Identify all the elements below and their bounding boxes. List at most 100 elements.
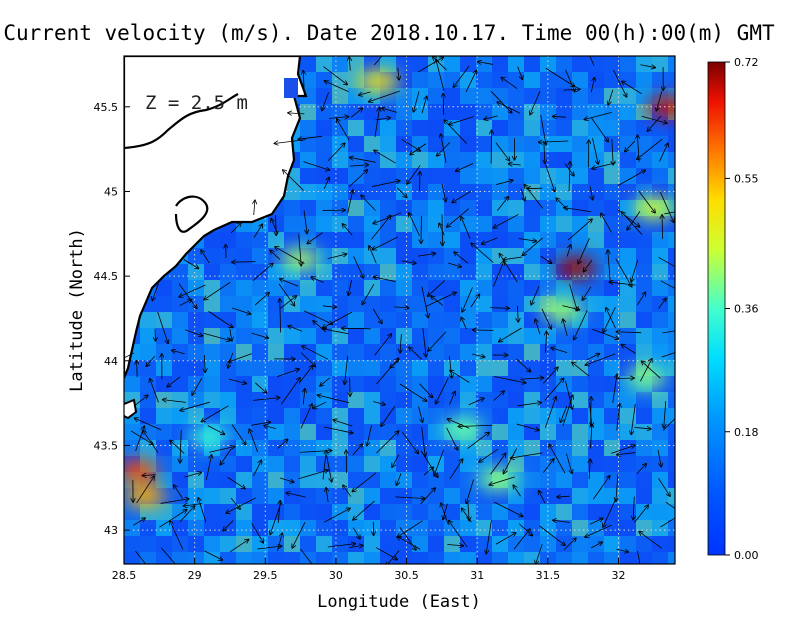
velocity-cell [332,296,348,312]
velocity-cell [588,376,604,392]
velocity-cell [476,120,492,136]
velocity-cell [604,104,620,120]
current-arrow [323,426,353,433]
current-arrow [398,67,399,80]
current-arrow [519,378,543,380]
velocity-cell [476,88,492,104]
colorbar-tick-label: 0.36 [734,303,759,316]
velocity-cell [236,424,252,440]
current-arrow [179,299,192,306]
velocity-cell [444,248,460,264]
velocity-cell [492,360,508,376]
current-arrow [230,497,240,509]
velocity-cell [364,232,380,248]
velocity-cell [460,376,476,392]
velocity-cell [524,376,540,392]
current-arrow [231,424,246,445]
velocity-cell [236,408,252,424]
velocity-cell [556,280,572,296]
danube-delta-water [284,78,298,98]
velocity-cell [284,392,300,408]
velocity-cell [364,536,380,552]
current-arrow [298,366,313,384]
velocity-cell [364,328,380,344]
velocity-cell [172,328,188,344]
velocity-cell [492,232,508,248]
current-arrow [449,391,455,405]
velocity-cell [188,472,204,488]
current-arrow [658,298,666,309]
current-arrow [251,523,264,542]
velocity-cell [348,88,364,104]
velocity-cell [636,552,652,564]
velocity-cell [268,408,284,424]
velocity-cell [236,552,252,564]
velocity-cell [620,328,636,344]
velocity-cell [348,520,364,536]
velocity-cell [364,56,380,72]
velocity-cell [396,168,412,184]
velocity-cell [268,312,284,328]
current-arrow [592,328,618,339]
current-arrow [616,474,618,501]
velocity-cell [124,376,140,392]
velocity-cell [204,520,220,536]
velocity-cell [284,328,300,344]
current-arrow [184,329,202,336]
velocity-cell [316,216,332,232]
velocity-cell [620,392,636,408]
velocity-hotspot [556,256,597,279]
velocity-cell [476,312,492,328]
velocity-cell [300,152,316,168]
velocity-cell [300,312,316,328]
velocity-cell [124,440,140,456]
velocity-cell [348,360,364,376]
velocity-cell [524,456,540,472]
current-arrow [337,119,350,141]
velocity-cell [668,424,675,440]
velocity-cell [412,152,428,168]
current-arrow [439,223,445,236]
velocity-cell [588,552,604,564]
current-arrow [569,162,570,192]
current-arrow [275,247,305,264]
velocity-cell [476,248,492,264]
velocity-cell [652,520,668,536]
velocity-cell [300,280,316,296]
current-arrow [493,391,504,401]
velocity-cell [492,184,508,200]
velocity-cell [268,424,284,440]
current-arrow [490,453,506,475]
velocity-cell [268,264,284,280]
velocity-cell [316,440,332,456]
velocity-cell [588,520,604,536]
current-arrow [584,112,612,119]
velocity-cell [412,456,428,472]
velocity-cell [188,296,204,312]
velocity-cell [620,312,636,328]
current-arrow [444,120,467,144]
velocity-cell [188,504,204,520]
velocity-cell [332,472,348,488]
current-arrow [374,108,380,138]
velocity-cell [284,408,300,424]
velocity-cell [332,488,348,504]
current-arrow [322,329,350,335]
velocity-cell [156,440,172,456]
velocity-cell [428,376,444,392]
velocity-cell [412,120,428,136]
velocity-cell [492,72,508,88]
velocity-cell [556,184,572,200]
velocity-cell [364,312,380,328]
velocity-hotspot [124,459,159,482]
current-arrow [417,57,443,73]
current-arrow [621,212,643,235]
velocity-cell [396,440,412,456]
velocity-cell [428,136,444,152]
velocity-cell [364,520,380,536]
velocity-cell [508,120,524,136]
velocity-cell [236,248,252,264]
velocity-cell [460,136,476,152]
velocity-cell [380,520,396,536]
